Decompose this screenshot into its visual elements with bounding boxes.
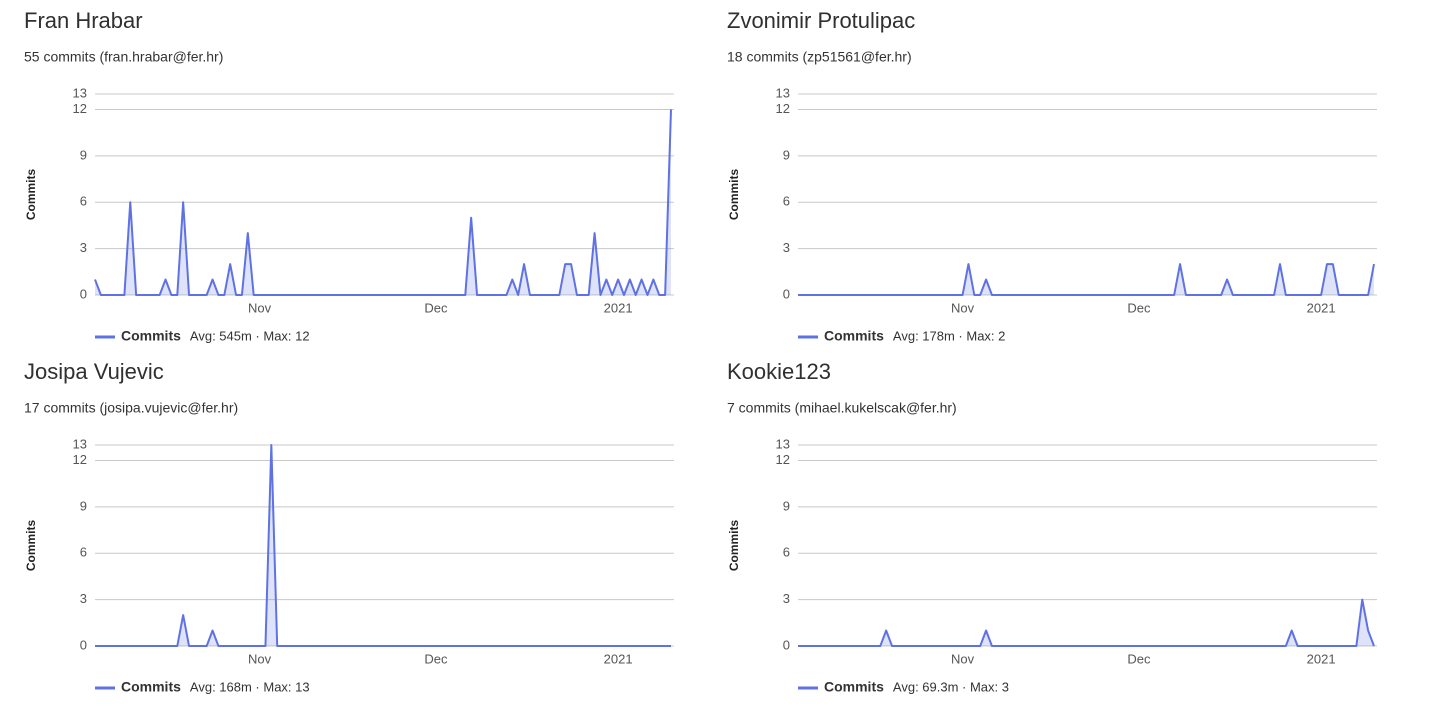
y-tick-label: 12: [73, 452, 87, 467]
chart-title: Kookie123: [727, 359, 831, 384]
line: [95, 444, 671, 647]
x-tick-label: 2021: [604, 651, 633, 666]
legend-summary: Avg: 69.3m · Max: 3: [893, 679, 1009, 694]
y-tick-label: 3: [80, 591, 87, 606]
chart-title: Zvonimir Protulipac: [727, 8, 915, 33]
line: [798, 263, 1375, 296]
line: [798, 598, 1375, 647]
x-tick-label: Dec: [424, 651, 448, 666]
chart-subtitle: 18 commits (zp51561@fer.hr): [727, 49, 912, 65]
area-fill: [798, 264, 1374, 295]
y-tick-label: 9: [783, 147, 790, 162]
chart-title: Fran Hrabar: [24, 8, 143, 33]
legend-summary: Avg: 178m · Max: 2: [893, 328, 1005, 343]
line: [94, 109, 672, 296]
y-tick-label: 12: [776, 452, 790, 467]
y-tick-label: 9: [80, 498, 87, 513]
chart-subtitle: 55 commits (fran.hrabar@fer.hr): [24, 49, 223, 65]
x-tick-label: Dec: [424, 300, 448, 315]
x-tick-label: Nov: [951, 651, 975, 666]
legend-label: Commits: [121, 679, 181, 695]
chart-subtitle: 7 commits (mihael.kukelscak@fer.hr): [727, 400, 957, 416]
y-tick-label: 13: [776, 85, 790, 100]
x-tick-label: Dec: [1127, 300, 1151, 315]
y-tick-label: 0: [783, 286, 790, 301]
x-tick-label: 2021: [604, 300, 633, 315]
legend-label: Commits: [121, 328, 181, 344]
y-tick-label: 3: [783, 240, 790, 255]
y-tick-label: 9: [783, 498, 790, 513]
y-axis-label: Commits: [727, 169, 741, 221]
y-tick-label: 9: [80, 147, 87, 162]
y-tick-label: 6: [80, 194, 87, 209]
area-fill: [95, 445, 671, 646]
legend-summary: Avg: 545m · Max: 12: [190, 328, 310, 343]
x-tick-label: Nov: [248, 300, 272, 315]
y-tick-label: 12: [776, 101, 790, 116]
chart-title: Josipa Vujevic: [24, 359, 164, 384]
y-tick-label: 0: [783, 637, 790, 652]
y-axis-label: Commits: [24, 520, 38, 572]
x-tick-label: Nov: [248, 651, 272, 666]
chart-subtitle: 17 commits (josipa.vujevic@fer.hr): [24, 400, 238, 416]
legend-summary: Avg: 168m · Max: 13: [190, 679, 310, 694]
y-tick-label: 13: [73, 436, 87, 451]
x-tick-label: 2021: [1307, 300, 1336, 315]
legend-label: Commits: [824, 328, 884, 344]
y-axis-label: Commits: [727, 520, 741, 572]
y-tick-label: 13: [73, 85, 87, 100]
y-tick-label: 6: [80, 545, 87, 560]
y-tick-label: 0: [80, 637, 87, 652]
x-tick-label: 2021: [1307, 651, 1336, 666]
legend-label: Commits: [824, 679, 884, 695]
y-tick-label: 13: [776, 436, 790, 451]
y-tick-label: 0: [80, 286, 87, 301]
y-tick-label: 6: [783, 545, 790, 560]
x-tick-label: Nov: [951, 300, 975, 315]
y-tick-label: 6: [783, 194, 790, 209]
x-tick-label: Dec: [1127, 651, 1151, 666]
y-tick-label: 12: [73, 101, 87, 116]
y-tick-label: 3: [783, 591, 790, 606]
y-tick-label: 3: [80, 240, 87, 255]
y-axis-label: Commits: [24, 169, 38, 221]
